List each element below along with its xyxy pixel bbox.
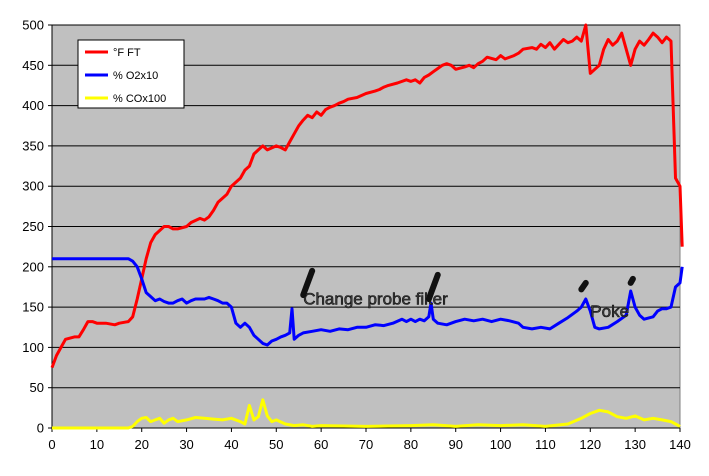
annotation-pointer <box>627 275 636 286</box>
gridlines <box>52 24 680 389</box>
series-line-co <box>52 398 681 430</box>
x-tick-label: 50 <box>269 437 283 452</box>
y-tick-label: 150 <box>22 300 44 315</box>
x-tick-label: 40 <box>224 437 238 452</box>
x-tick-label: 0 <box>48 437 55 452</box>
x-tick-label: 60 <box>314 437 328 452</box>
series-lines <box>50 23 684 430</box>
legend: °F FT % O2x10 % COx100 <box>77 39 185 109</box>
x-tick-label: 20 <box>134 437 148 452</box>
annotations: Change probe filter Poke <box>300 267 636 321</box>
series-line-fft <box>50 23 684 369</box>
annotation-pointer <box>300 267 316 299</box>
annotation-label: Poke <box>590 302 629 321</box>
x-tick-label: 140 <box>669 437 691 452</box>
y-tick-label: 350 <box>22 138 44 153</box>
y-tick-label: 450 <box>22 58 44 73</box>
x-tick-label: 80 <box>404 437 418 452</box>
x-tick-label: 70 <box>359 437 373 452</box>
x-tick-label: 90 <box>448 437 462 452</box>
legend-label-co: % COx100 <box>113 93 166 105</box>
y-tick-label: 50 <box>30 380 44 395</box>
y-tick-label: 100 <box>22 340 44 355</box>
annotation-pointer <box>425 271 441 303</box>
y-tick-label: 200 <box>22 259 44 274</box>
x-tick-label: 30 <box>179 437 193 452</box>
legend-label-fft: °F FT <box>113 47 141 59</box>
annotation-label: Change probe filter <box>303 290 448 309</box>
y-tick-label: 0 <box>37 421 44 436</box>
x-tick-label: 120 <box>579 437 601 452</box>
x-tick-label: 110 <box>535 437 556 452</box>
y-tick-label: 300 <box>22 179 44 194</box>
annotation-pointer <box>578 279 589 293</box>
y-tick-label: 500 <box>22 18 44 33</box>
x-tick-label: 100 <box>490 437 512 452</box>
x-tick-label: 10 <box>90 437 104 452</box>
y-tick-label: 400 <box>22 98 44 113</box>
axes: 0 50 100 150 200 250 300 350 400 450 500 0 10 20 30 40 5… <box>22 18 691 453</box>
y-tick-label: 250 <box>22 219 44 234</box>
x-tick-label: 130 <box>624 437 646 452</box>
legend-label-o2: % O2x10 <box>113 70 158 82</box>
series-line-o2 <box>52 257 684 347</box>
